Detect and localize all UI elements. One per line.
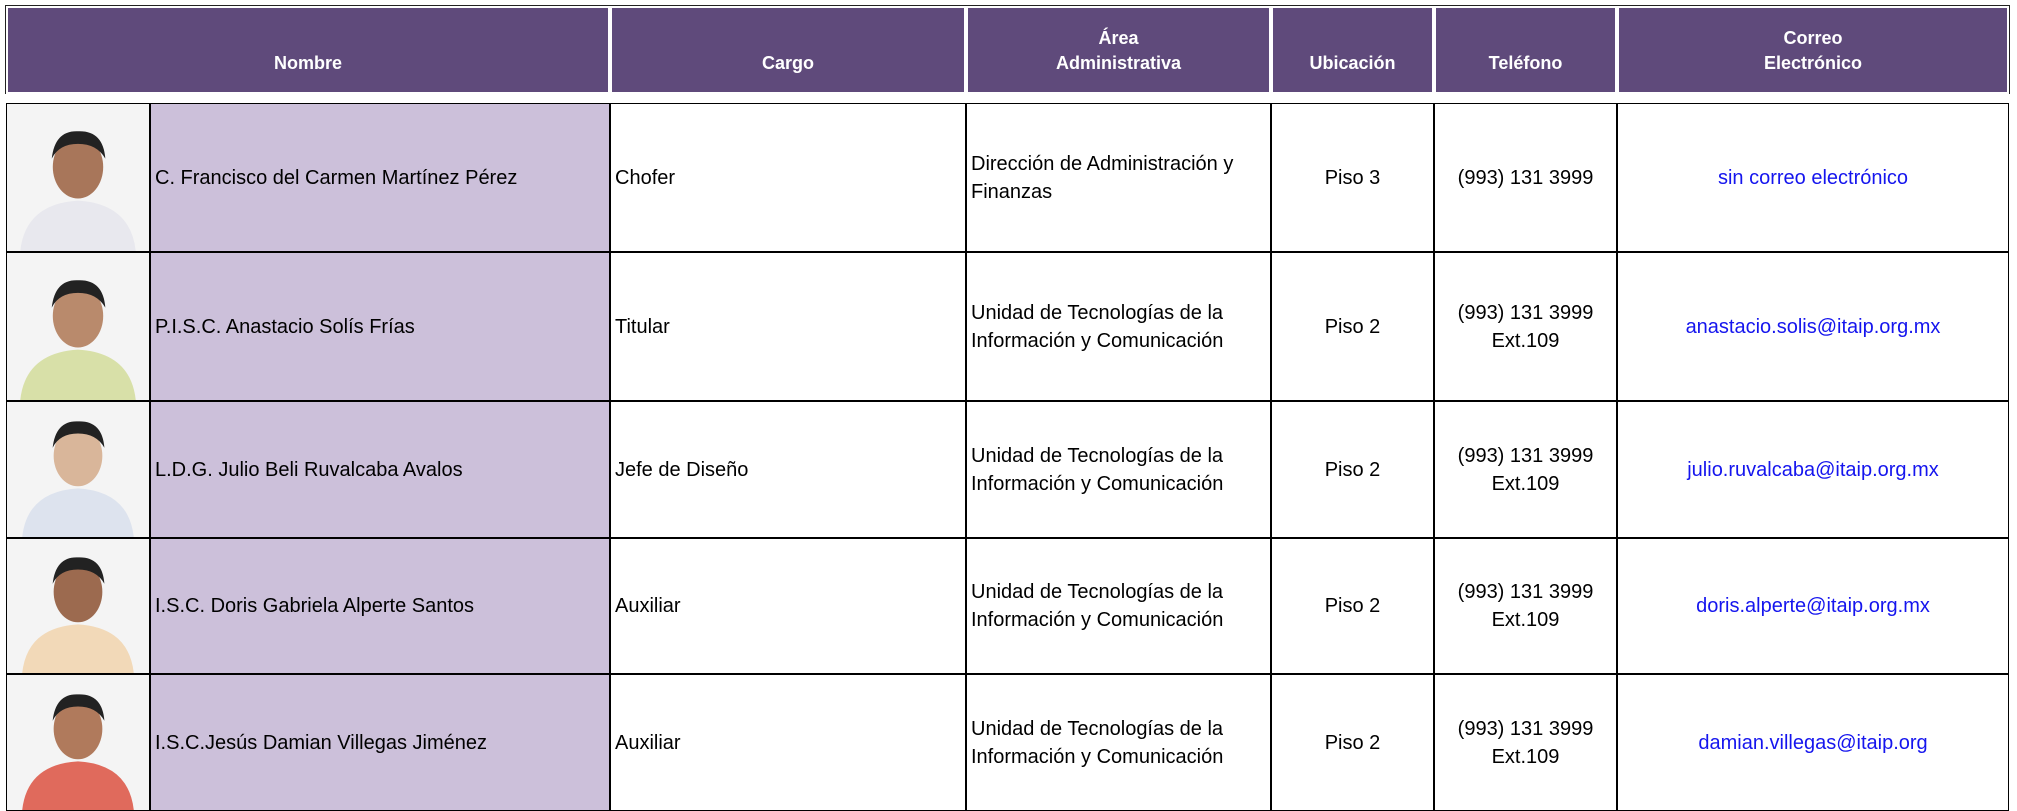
photo (6, 538, 150, 674)
cargo: Auxiliar (615, 595, 681, 617)
ubicacion-cell: Piso 2 (1271, 252, 1434, 401)
cargo-cell: Auxiliar (610, 538, 966, 674)
cargo: Auxiliar (615, 731, 681, 754)
header-text: Ubicación (1309, 52, 1396, 73)
cargo-cell: Chofer (610, 103, 966, 252)
area: Unidad de Tecnologías de la Información … (971, 301, 1224, 352)
name-cell: L.D.G. Julio Beli Ruvalcaba Avalos (150, 401, 610, 538)
correo-cell: damian.villegas@itaip.org (1617, 674, 2009, 811)
ubicacion-cell: Piso 2 (1271, 538, 1434, 674)
correo[interactable]: damian.villegas@itaip.org (1698, 731, 1928, 754)
telefono: (993) 131 3999 (1457, 166, 1594, 189)
header-cell: Cargo (610, 6, 966, 94)
header-cell: Teléfono (1434, 6, 1617, 94)
header-cell: Área Administrativa (966, 6, 1271, 94)
ubicacion-cell: Piso 3 (1271, 103, 1434, 252)
correo-cell: anastacio.solis@itaip.org.mx (1617, 252, 2009, 401)
telefono-cell: (993) 131 3999 Ext.109 (1434, 401, 1617, 538)
correo[interactable]: julio.ruvalcaba@itaip.org.mx (1687, 458, 1939, 481)
telefono: Ext.109 (1491, 745, 1560, 768)
photo-image (7, 253, 149, 400)
header-cell: Nombre (6, 6, 610, 94)
area: Unidad de Tecnologías de la Información … (971, 581, 1224, 631)
ubicacion: Piso 2 (1324, 595, 1381, 617)
cargo-cell: Titular (610, 252, 966, 401)
correo-cell: doris.alperte@itaip.org.mx (1617, 538, 2009, 674)
correo[interactable]: sin correo electrónico (1717, 166, 1909, 189)
cargo-cell: Jefe de Diseño (610, 401, 966, 538)
photo (6, 103, 150, 252)
name-cell: I.S.C.Jesús Damian Villegas Jiménez (150, 674, 610, 811)
telefono-cell: (993) 131 3999 (1434, 103, 1617, 252)
area: Unidad de Tecnologías de la Información … (971, 717, 1224, 768)
header-text: Electrónico (1763, 52, 1863, 73)
ubicacion-cell: Piso 2 (1271, 674, 1434, 811)
area: Dirección de Administración y Finanzas (971, 152, 1234, 203)
ubicacion: Piso 3 (1324, 166, 1381, 189)
telefono: (993) 131 3999 (1457, 444, 1594, 467)
correo-cell: sin correo electrónico (1617, 103, 2009, 252)
ubicacion: Piso 2 (1324, 315, 1381, 338)
area: Unidad de Tecnologías de la Información … (971, 444, 1224, 495)
photo-image (7, 104, 149, 251)
name: I.S.C. Doris Gabriela Alperte Santos (155, 595, 475, 617)
cargo: Chofer (615, 166, 676, 189)
header-text: Área (1098, 27, 1139, 48)
telefono-cell: (993) 131 3999 Ext.109 (1434, 674, 1617, 811)
ubicacion: Piso 2 (1324, 731, 1381, 754)
correo[interactable]: doris.alperte@itaip.org.mx (1696, 595, 1930, 617)
cargo-cell: Auxiliar (610, 674, 966, 811)
correo-cell: julio.ruvalcaba@itaip.org.mx (1617, 401, 2009, 538)
ubicacion: Piso 2 (1324, 458, 1381, 481)
area-cell: Unidad de Tecnologías de la Información … (966, 538, 1271, 674)
name-cell: P.I.S.C. Anastacio Solís Frías (150, 252, 610, 401)
header-text: Nombre (273, 52, 342, 73)
telefono: Ext.109 (1491, 329, 1560, 352)
photo (6, 674, 150, 811)
telefono-cell: (993) 131 3999 Ext.109 (1434, 538, 1617, 674)
header-cell: Ubicación (1271, 6, 1434, 94)
area-cell: Dirección de Administración y Finanzas (966, 103, 1271, 252)
name: C. Francisco del Carmen Martínez Pérez (155, 166, 518, 189)
telefono: Ext.109 (1491, 472, 1560, 495)
telefono: (993) 131 3999 (1457, 717, 1594, 740)
photo-image (7, 675, 149, 810)
name-cell: I.S.C. Doris Gabriela Alperte Santos (150, 538, 610, 674)
ubicacion-cell: Piso 2 (1271, 401, 1434, 538)
area-cell: Unidad de Tecnologías de la Información … (966, 401, 1271, 538)
header-cell: Correo Electrónico (1617, 6, 2009, 94)
photo-image (7, 539, 149, 673)
header-text: Cargo (761, 52, 814, 73)
name: I.S.C.Jesús Damian Villegas Jiménez (155, 731, 487, 754)
name-cell: C. Francisco del Carmen Martínez Pérez (150, 103, 610, 252)
header-text: Teléfono (1488, 52, 1563, 73)
telefono-cell: (993) 131 3999 Ext.109 (1434, 252, 1617, 401)
photo-image (7, 402, 149, 537)
photo (6, 252, 150, 401)
telefono: (993) 131 3999 (1457, 581, 1594, 603)
header-text: Administrativa (1055, 52, 1182, 73)
header-text: Correo (1783, 27, 1843, 48)
telefono: (993) 131 3999 (1457, 301, 1594, 324)
telefono: Ext.109 (1491, 609, 1560, 631)
correo[interactable]: anastacio.solis@itaip.org.mx (1685, 315, 1941, 338)
name: P.I.S.C. Anastacio Solís Frías (155, 315, 415, 338)
name: L.D.G. Julio Beli Ruvalcaba Avalos (155, 458, 463, 481)
area-cell: Unidad de Tecnologías de la Información … (966, 674, 1271, 811)
photo (6, 401, 150, 538)
area-cell: Unidad de Tecnologías de la Información … (966, 252, 1271, 401)
cargo: Jefe de Diseño (615, 458, 749, 481)
cargo: Titular (615, 315, 670, 338)
